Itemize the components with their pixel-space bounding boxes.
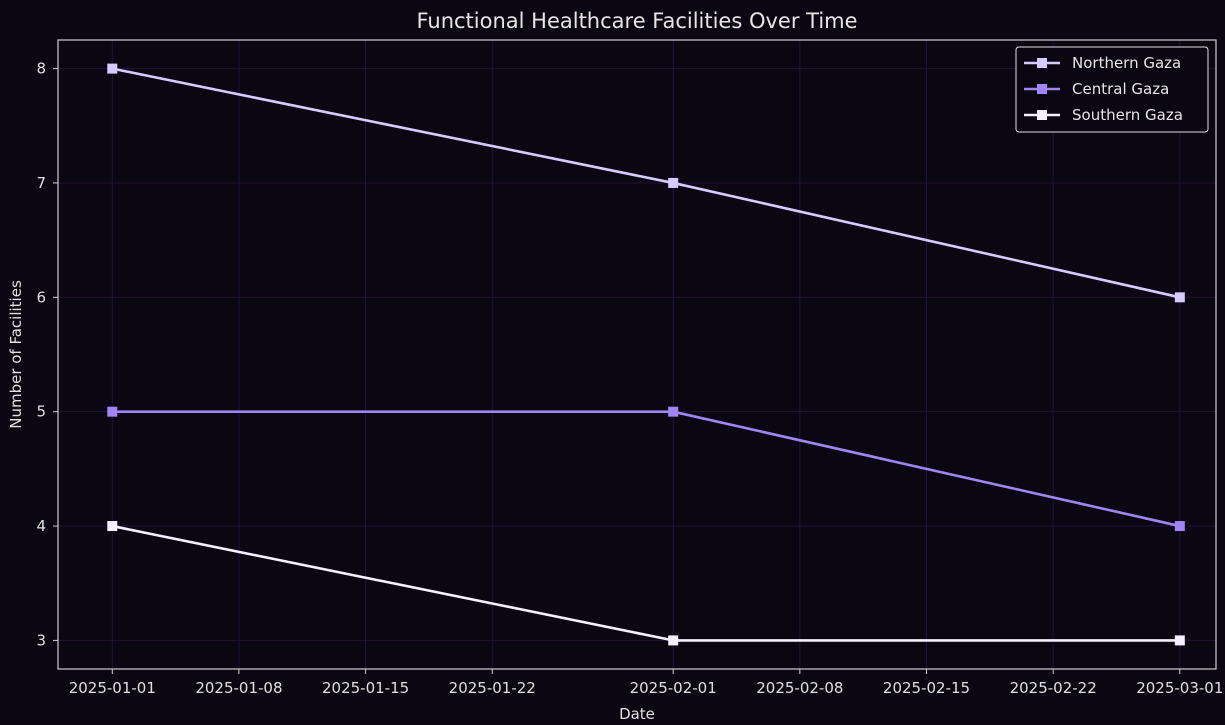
y-tick-label: 6 [36,288,46,306]
x-tick-label: 2025-02-22 [1010,679,1097,697]
series-lines [107,63,1185,646]
axis-ticks: 2025-01-01 2025-01-08 2025-01-15 2025-01-22… [36,60,1223,697]
x-tick-label: 2025-02-01 [630,679,717,697]
legend-label: Southern Gaza [1072,106,1183,124]
y-tick-label: 4 [36,517,46,535]
series-2 [107,521,1185,646]
y-tick-label: 3 [36,631,46,649]
legend: Northern Gaza Central Gaza Southern Gaza [1015,46,1209,133]
x-tick-label: 2025-01-08 [195,679,282,697]
legend-box [1015,46,1209,133]
plot-frame [57,39,1217,670]
x-tick-label: 2025-01-22 [449,679,536,697]
x-tick-label: 2025-02-08 [756,679,843,697]
y-tick-label: 5 [36,403,46,421]
series-line [112,410,1181,528]
legend-label: Northern Gaza [1072,54,1181,72]
x-axis-label: Date [619,705,655,723]
data-point [107,406,118,417]
legend-item: Southern Gaza [1024,106,1183,124]
data-point [668,177,679,188]
data-point [668,406,679,417]
x-tick-label: 2025-01-01 [69,679,156,697]
y-tick-label: 8 [36,60,46,78]
series-1 [107,406,1185,532]
y-tick-label: 7 [36,174,46,192]
data-point [107,521,118,532]
x-tick-label: 2025-03-01 [1136,679,1223,697]
legend-item: Central Gaza [1024,80,1169,98]
y-axis-label: Number of Facilities [7,280,25,429]
data-point [107,63,118,74]
legend-item: Northern Gaza [1024,54,1181,72]
grid [58,40,1216,669]
data-point [1174,635,1185,646]
data-point [668,635,679,646]
series-line [112,524,1180,642]
series-0 [107,63,1185,303]
chart-title: Functional Healthcare Facilities Over Ti… [416,9,857,33]
data-point [1174,292,1185,303]
x-tick-label: 2025-01-15 [322,679,409,697]
legend-label: Central Gaza [1072,80,1169,98]
x-tick-label: 2025-02-15 [883,679,970,697]
data-point [1174,521,1185,532]
